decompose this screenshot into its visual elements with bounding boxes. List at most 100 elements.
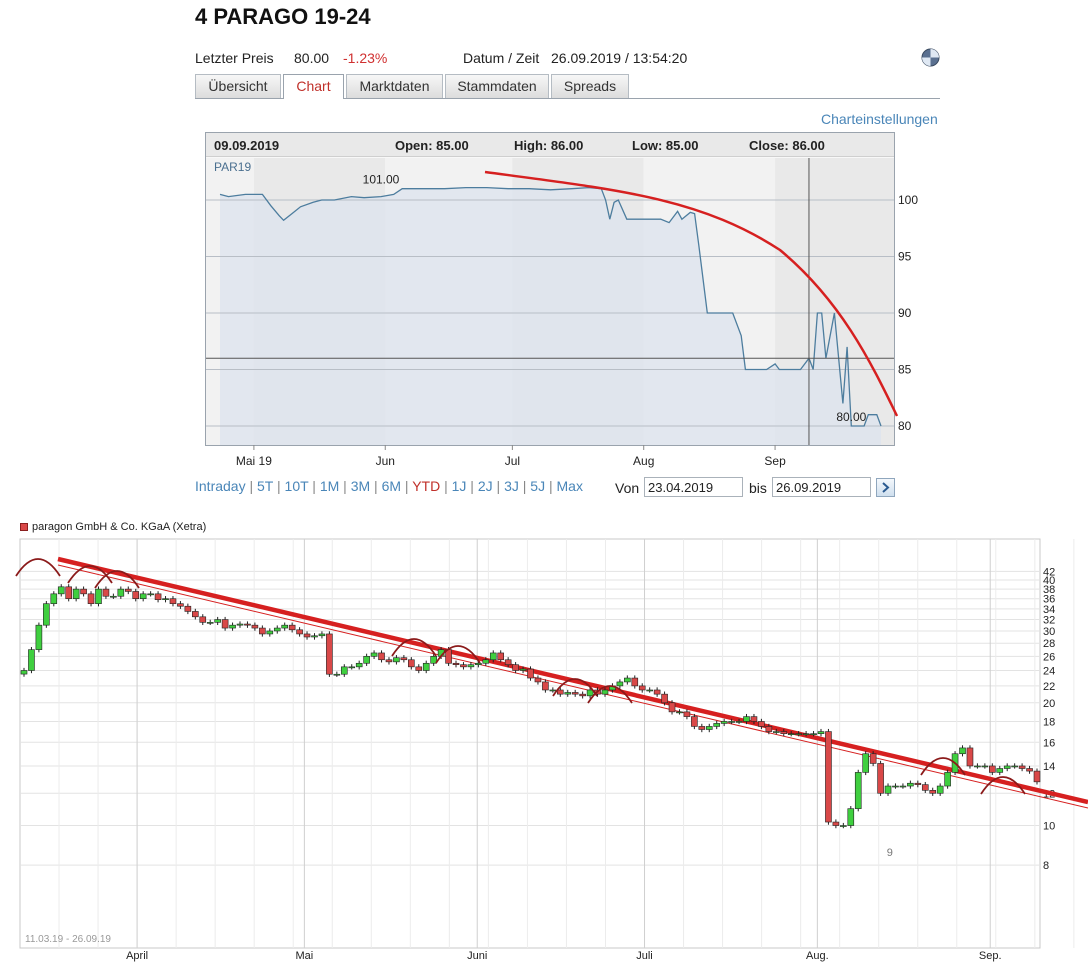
candle — [653, 689, 661, 695]
y-tick-label: 85 — [898, 363, 912, 377]
candle — [534, 677, 542, 683]
candle — [400, 657, 408, 661]
y-tick-label: 28 — [1043, 638, 1055, 650]
candle — [221, 619, 229, 629]
candle — [899, 785, 907, 788]
candle — [638, 685, 646, 691]
globe-icon[interactable] — [921, 48, 940, 67]
x-tick-label: Aug — [633, 454, 654, 468]
stock-chart-title: paragon GmbH & Co. KGaA (Xetra) — [32, 521, 207, 533]
tab-spreads[interactable]: Spreads — [551, 74, 629, 98]
candle — [929, 790, 937, 794]
range-link-intraday[interactable]: Intraday — [195, 478, 246, 494]
candle — [914, 782, 922, 785]
candle — [445, 649, 452, 664]
candle — [311, 635, 318, 638]
touch-arc — [435, 645, 481, 664]
candle — [65, 586, 72, 599]
range-link-5j[interactable]: 5J — [530, 478, 546, 494]
candle — [966, 747, 974, 767]
datetime-label: Datum / Zeit — [463, 50, 540, 66]
tab-market-data[interactable]: Marktdaten — [346, 74, 443, 98]
candle — [422, 662, 430, 671]
range-link-10t[interactable]: 10T — [284, 478, 309, 494]
candle — [28, 649, 35, 671]
x-tick-label: Mai 19 — [236, 454, 272, 468]
candle — [594, 689, 601, 695]
candle — [288, 624, 296, 631]
y-tick-label: 34 — [1043, 604, 1055, 616]
y-tick-label: 40 — [1043, 575, 1055, 587]
to-date-input[interactable] — [772, 477, 871, 497]
range-link-1j[interactable]: 1J — [451, 478, 467, 494]
y-tick-label: 16 — [1043, 737, 1055, 749]
y-tick-label: 100 — [898, 193, 918, 207]
touch-arc — [94, 570, 140, 589]
candle — [132, 591, 140, 599]
candle — [959, 747, 966, 755]
candle — [467, 664, 475, 668]
candle — [877, 763, 884, 794]
x-tick-label: Juni — [467, 950, 487, 962]
stock-chart-legend: paragon GmbH & Co. KGaA (Xetra) — [20, 521, 206, 533]
stock-plot-frame — [19, 538, 1041, 949]
tab-chart[interactable]: Chart — [283, 74, 344, 99]
candle — [624, 677, 631, 683]
tab-overview[interactable]: Übersicht — [195, 74, 281, 98]
candle — [884, 785, 892, 794]
range-link-max[interactable]: Max — [556, 478, 583, 494]
candle — [646, 689, 653, 692]
x-tick-label: Jun — [376, 454, 395, 468]
candle — [586, 689, 594, 697]
range-link-1m[interactable]: 1M — [319, 478, 340, 494]
y-tick-label: 90 — [898, 306, 912, 320]
candle — [169, 598, 177, 604]
candle — [378, 652, 385, 661]
candle — [579, 693, 586, 697]
candle — [497, 652, 505, 661]
range-link-5t[interactable]: 5T — [257, 478, 274, 494]
y-tick-label: 42 — [1043, 566, 1055, 578]
range-link-ytd[interactable]: YTD — [412, 478, 441, 494]
candle — [802, 733, 810, 735]
range-link-3j[interactable]: 3J — [504, 478, 519, 494]
price-area — [220, 187, 881, 445]
candle — [728, 721, 735, 723]
candle — [20, 670, 28, 675]
y-tick-label: 14 — [1043, 761, 1055, 773]
candle — [564, 692, 572, 695]
bond-price-chart[interactable]: PAR19 101.00 80.00 80 85 90 95 100 Mai 19 Jun Jul A… — [0, 0, 1088, 478]
candle — [87, 593, 95, 604]
range-links: Intraday | 5T | 10T | 1M | 3M | 6M | YTD… — [195, 478, 583, 494]
range-link-6m[interactable]: 6M — [381, 478, 402, 494]
candle — [735, 721, 743, 723]
candle — [72, 588, 80, 599]
touch-arc — [391, 638, 437, 657]
apply-range-button[interactable] — [876, 478, 895, 497]
y-tick-label: 24 — [1043, 666, 1055, 678]
range-link-2j[interactable]: 2J — [477, 478, 493, 494]
candle — [370, 652, 378, 657]
tab-master-data[interactable]: Stammdaten — [445, 74, 549, 98]
ohlc-high: High: 86.00 — [514, 138, 584, 153]
candle — [385, 659, 393, 663]
candle — [981, 765, 989, 768]
x-tick-label: Juli — [636, 950, 653, 962]
candle — [102, 588, 110, 597]
y-tick-label: 8 — [1043, 860, 1049, 872]
candle — [340, 666, 348, 675]
candle — [177, 603, 184, 607]
y-tick-label: 26 — [1043, 651, 1055, 663]
from-date-input[interactable] — [644, 477, 743, 497]
y-tick-label: 12 — [1043, 788, 1055, 800]
chart-settings-link[interactable]: Charteinstellungen — [821, 111, 938, 127]
datetime-value: 26.09.2019 / 13:54:20 — [551, 50, 688, 66]
y-tick-label: 80 — [898, 419, 912, 433]
candle — [571, 692, 579, 695]
candle — [944, 772, 951, 787]
candle — [43, 603, 50, 626]
range-link-3m[interactable]: 3M — [350, 478, 371, 494]
y-tick-label: 38 — [1043, 584, 1055, 596]
x-tick-label: April — [126, 950, 148, 962]
price-line — [219, 186, 882, 427]
